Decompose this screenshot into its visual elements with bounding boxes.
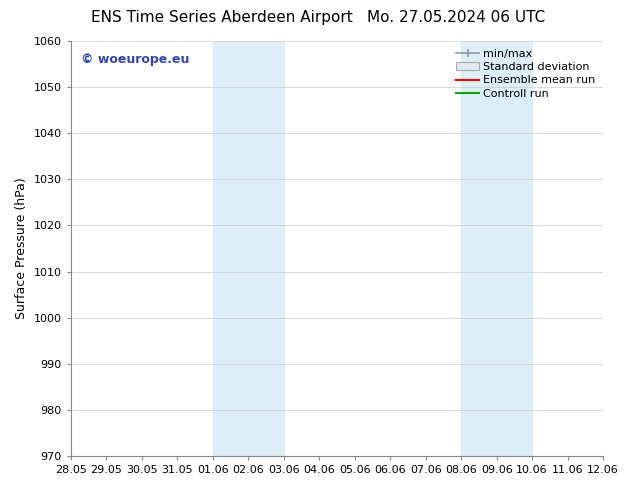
Legend: min/max, Standard deviation, Ensemble mean run, Controll run: min/max, Standard deviation, Ensemble me… [454,47,598,101]
Y-axis label: Surface Pressure (hPa): Surface Pressure (hPa) [15,178,28,319]
Bar [461,41,532,456]
Bar [212,41,283,456]
Text: ENS Time Series Aberdeen Airport: ENS Time Series Aberdeen Airport [91,10,353,25]
Text: Mo. 27.05.2024 06 UTC: Mo. 27.05.2024 06 UTC [367,10,546,25]
Text: © woeurope.eu: © woeurope.eu [81,53,190,67]
